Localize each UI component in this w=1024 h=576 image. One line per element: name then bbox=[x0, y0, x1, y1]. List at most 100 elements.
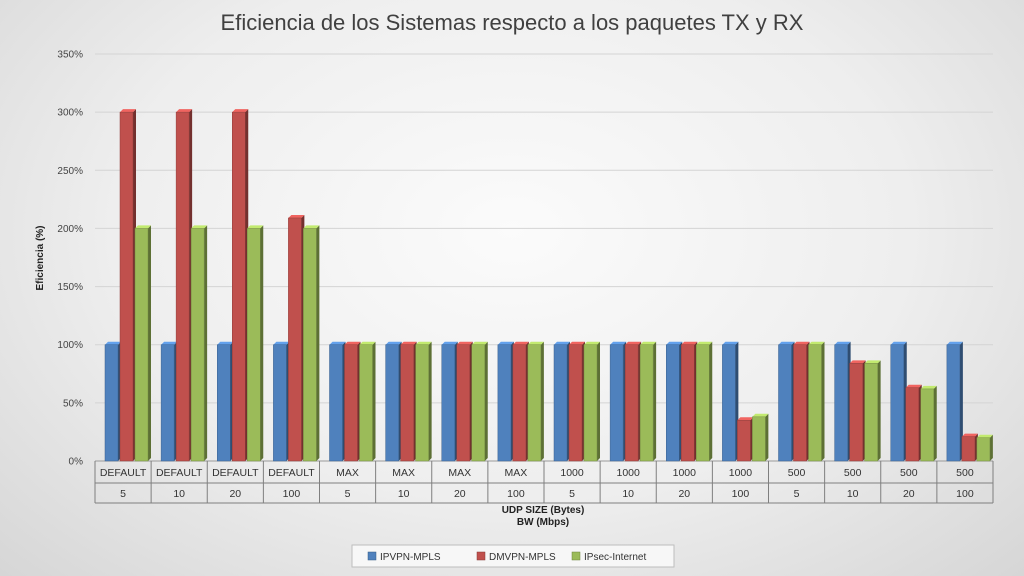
x-tick-label-udp: 500 bbox=[900, 467, 918, 479]
bar-ipsec-internet bbox=[247, 225, 264, 462]
bar-ipvpn-mpls bbox=[104, 341, 121, 462]
bar-ipvpn-mpls bbox=[385, 341, 402, 462]
y-tick-label: 100% bbox=[57, 340, 83, 351]
bar-ipvpn-mpls bbox=[273, 341, 290, 462]
bar-ipsec-internet bbox=[134, 225, 151, 462]
bar-dmvpn-mpls bbox=[568, 341, 585, 462]
bar-dmvpn-mpls bbox=[175, 109, 193, 462]
x-tick-label-udp: 1000 bbox=[673, 467, 697, 479]
x-tick-label-udp: 1000 bbox=[560, 467, 584, 479]
bar-dmvpn-mpls bbox=[119, 109, 136, 462]
bar-ipsec-internet bbox=[808, 341, 825, 462]
bars bbox=[104, 109, 993, 462]
x-tick-label-udp: 500 bbox=[844, 467, 862, 479]
bar-dmvpn-mpls bbox=[961, 433, 978, 462]
bar-dmvpn-mpls bbox=[849, 360, 866, 462]
bar-ipvpn-mpls bbox=[834, 341, 851, 462]
bar-ipsec-internet bbox=[471, 341, 488, 462]
bar-dmvpn-mpls bbox=[456, 341, 473, 462]
bar-ipvpn-mpls bbox=[217, 341, 234, 462]
x-tick-label-udp: 1000 bbox=[729, 467, 753, 479]
x-tick-label-udp: 1000 bbox=[617, 467, 641, 479]
bar-dmvpn-mpls bbox=[737, 417, 754, 462]
bar-ipsec-internet bbox=[864, 360, 881, 462]
x-tick-label-bw: 100 bbox=[507, 488, 525, 500]
x-tick-label-udp: MAX bbox=[448, 467, 471, 479]
y-tick-label: 50% bbox=[63, 398, 83, 409]
x-tick-label-udp: MAX bbox=[336, 467, 359, 479]
bar-ipsec-internet bbox=[190, 225, 208, 462]
bar-ipvpn-mpls bbox=[666, 341, 683, 462]
legend-swatch bbox=[367, 551, 377, 561]
x-tick-label-bw: 20 bbox=[454, 488, 466, 500]
x-tick-label-bw: 10 bbox=[173, 488, 185, 500]
bar-dmvpn-mpls bbox=[400, 341, 417, 462]
y-tick-label: 250% bbox=[57, 166, 83, 177]
x-tick-label-bw: 20 bbox=[229, 488, 241, 500]
x-tick-label-udp: MAX bbox=[392, 467, 415, 479]
bar-ipsec-internet bbox=[583, 341, 600, 462]
x-tick-label-udp: DEFAULT bbox=[156, 467, 203, 479]
bar-ipsec-internet bbox=[976, 434, 993, 462]
bar-ipsec-internet bbox=[920, 385, 937, 462]
x-tick-label-udp: 500 bbox=[956, 467, 974, 479]
x-tick-label-bw: 100 bbox=[732, 488, 750, 500]
bar-ipvpn-mpls bbox=[609, 341, 627, 462]
bar-dmvpn-mpls bbox=[624, 341, 642, 462]
legend-swatch bbox=[476, 551, 486, 561]
x-tick-label-udp: MAX bbox=[505, 467, 528, 479]
x-tick-label-udp: DEFAULT bbox=[212, 467, 259, 479]
bar-ipsec-internet bbox=[303, 225, 320, 462]
x-tick-label-bw: 10 bbox=[847, 488, 859, 500]
x-tick-label-bw: 100 bbox=[956, 488, 974, 500]
y-tick-label: 200% bbox=[57, 224, 83, 235]
x-axis-table: DEFAULT 5 DEFAULT 10 DEFAULT 20 DEFAULT 100 MAX 5… bbox=[94, 461, 994, 504]
bar-dmvpn-mpls bbox=[288, 214, 305, 462]
bar-dmvpn-mpls bbox=[681, 341, 698, 462]
x-axis-label-udp: UDP SIZE (Bytes) bbox=[502, 505, 585, 516]
chart-title: Eficiencia de los Sistemas respecto a lo… bbox=[221, 10, 804, 35]
bar-dmvpn-mpls bbox=[905, 384, 922, 462]
x-tick-label-bw: 5 bbox=[569, 488, 575, 500]
y-axis-ticks: 0% 50% 100% 150% 200% 250% 300% 350% bbox=[57, 50, 83, 468]
bar-dmvpn-mpls bbox=[512, 341, 529, 462]
legend-label: IPVPN-MPLS bbox=[380, 552, 441, 563]
x-tick-label-bw: 20 bbox=[903, 488, 915, 500]
bar-ipsec-internet bbox=[696, 341, 713, 462]
bar-ipvpn-mpls bbox=[160, 341, 178, 462]
bar-ipvpn-mpls bbox=[890, 341, 907, 462]
legend-label: IPsec-Internet bbox=[584, 552, 646, 563]
x-tick-label-bw: 100 bbox=[283, 488, 301, 500]
y-tick-label: 300% bbox=[57, 108, 83, 119]
y-tick-label: 350% bbox=[57, 50, 83, 61]
bar-ipvpn-mpls bbox=[553, 341, 570, 462]
legend-swatch bbox=[571, 551, 581, 561]
x-tick-label-bw: 20 bbox=[678, 488, 690, 500]
bar-ipvpn-mpls bbox=[722, 341, 739, 462]
bar-ipsec-internet bbox=[415, 341, 432, 462]
bar-ipsec-internet bbox=[639, 341, 657, 462]
x-tick-label-bw: 10 bbox=[622, 488, 634, 500]
x-tick-label-udp: 500 bbox=[788, 467, 806, 479]
legend: IPVPN-MPLS DMVPN-MPLS IPsec-Internet bbox=[351, 544, 675, 568]
y-axis-label: Eficiencia (%) bbox=[35, 225, 46, 290]
bar-ipsec-internet bbox=[359, 341, 376, 462]
bar-dmvpn-mpls bbox=[793, 341, 810, 462]
x-tick-label-udp: DEFAULT bbox=[268, 467, 315, 479]
bar-ipvpn-mpls bbox=[497, 341, 514, 462]
bar-ipsec-internet bbox=[527, 341, 544, 462]
bar-dmvpn-mpls bbox=[232, 109, 249, 462]
legend-box bbox=[351, 544, 675, 568]
x-tick-label-udp: DEFAULT bbox=[100, 467, 147, 479]
x-tick-label-bw: 5 bbox=[345, 488, 351, 500]
x-tick-label-bw: 5 bbox=[794, 488, 800, 500]
bar-ipvpn-mpls bbox=[329, 341, 346, 462]
x-axis-label-bw: BW (Mbps) bbox=[517, 517, 569, 528]
bar-ipvpn-mpls bbox=[946, 341, 963, 462]
bar-ipsec-internet bbox=[752, 413, 769, 462]
bar-ipvpn-mpls bbox=[441, 341, 458, 462]
legend-label: DMVPN-MPLS bbox=[489, 552, 556, 563]
bar-ipvpn-mpls bbox=[778, 341, 795, 462]
bar-dmvpn-mpls bbox=[344, 341, 361, 462]
